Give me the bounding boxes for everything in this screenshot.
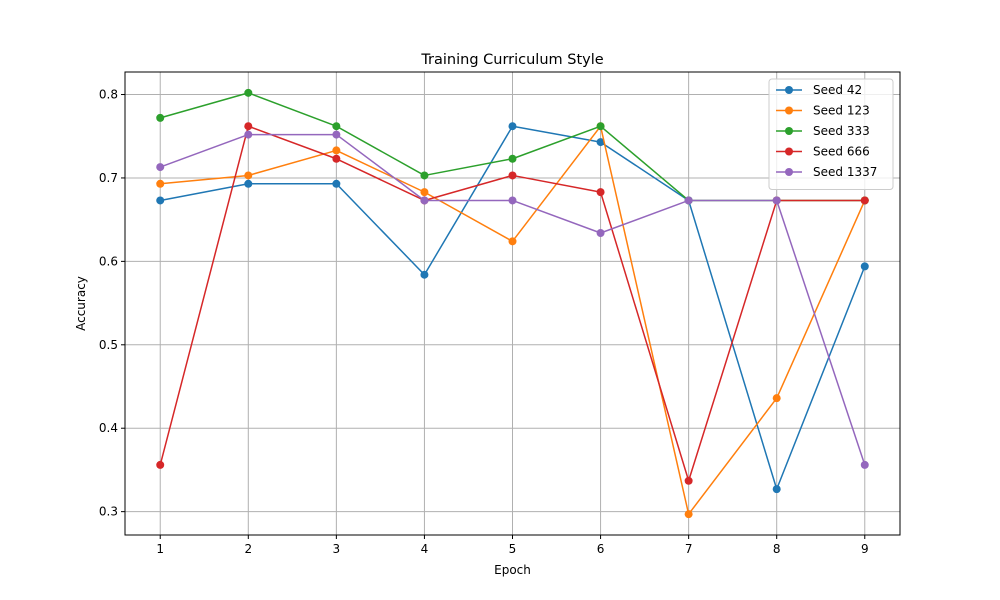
data-point-seed-1337 [332, 130, 341, 139]
data-point-seed-42 [772, 485, 781, 494]
data-point-seed-123 [332, 146, 341, 155]
data-point-seed-333 [508, 154, 517, 163]
x-tick-label: 4 [421, 542, 429, 556]
data-point-seed-42 [596, 138, 605, 147]
legend-marker [785, 106, 793, 115]
x-axis-label: Epoch [494, 563, 531, 577]
data-point-seed-42 [244, 179, 253, 188]
x-tick-label: 2 [244, 542, 252, 556]
data-point-seed-666 [508, 171, 517, 180]
data-point-seed-1337 [508, 196, 517, 205]
legend-marker [785, 86, 793, 94]
y-tick-label: 0.8 [99, 88, 118, 102]
data-point-seed-1337 [156, 163, 165, 172]
data-point-seed-42 [508, 122, 517, 131]
y-tick-label: 0.7 [99, 171, 118, 185]
legend-label: Seed 123 [813, 104, 870, 118]
data-point-seed-333 [156, 113, 165, 122]
series-seed-123 [156, 122, 869, 519]
series-seed-42 [156, 122, 869, 494]
data-point-seed-42 [332, 179, 341, 188]
series-layer [156, 88, 869, 519]
x-tick-label: 5 [509, 542, 517, 556]
data-point-seed-666 [244, 122, 253, 131]
data-point-seed-123 [156, 179, 165, 188]
data-point-seed-1337 [596, 229, 605, 238]
y-tick-label: 0.4 [99, 421, 118, 435]
legend-label: Seed 1337 [813, 165, 877, 179]
legend-marker [785, 147, 793, 156]
legend-label: Seed 333 [813, 124, 870, 138]
x-tick-label: 8 [773, 542, 781, 556]
data-point-seed-42 [420, 270, 429, 279]
legend-marker [785, 127, 793, 135]
y-tick-label: 0.5 [99, 338, 118, 352]
data-point-seed-666 [156, 460, 165, 469]
chart-title: Training Curriculum Style [420, 52, 603, 68]
x-axis: 1 2 3 4 5 6 7 8 9 [156, 535, 869, 556]
data-point-seed-123 [684, 510, 693, 519]
x-tick-label: 3 [333, 542, 341, 556]
data-point-seed-1337 [860, 460, 869, 469]
data-point-seed-666 [684, 476, 693, 485]
legend-marker [785, 168, 793, 176]
y-tick-label: 0.6 [99, 254, 118, 268]
data-point-seed-123 [772, 394, 781, 403]
x-tick-label: 9 [861, 542, 869, 556]
y-axis-label: Accuracy [74, 276, 88, 331]
legend-box [768, 78, 894, 190]
data-point-seed-333 [244, 88, 253, 97]
data-point-seed-666 [596, 188, 605, 197]
legend-label: Seed 666 [813, 145, 870, 159]
data-point-seed-333 [332, 122, 341, 131]
data-point-seed-1337 [772, 196, 781, 205]
data-point-seed-123 [508, 237, 517, 246]
data-point-seed-42 [156, 196, 165, 205]
series-seed-1337 [156, 130, 869, 469]
data-point-seed-333 [596, 122, 605, 131]
legend-label: Seed 42 [813, 83, 862, 97]
x-tick-label: 1 [156, 542, 164, 556]
x-tick-label: 6 [597, 542, 605, 556]
data-point-seed-666 [860, 196, 869, 205]
data-point-seed-123 [420, 188, 429, 197]
data-point-seed-42 [860, 262, 869, 271]
x-tick-label: 7 [685, 542, 693, 556]
data-point-seed-123 [244, 171, 253, 180]
y-axis: 0.3 0.4 0.5 0.6 0.7 0.8 [99, 88, 125, 519]
legend: Seed 42 Seed 123 Seed 333 Seed 666 Seed 1337 [768, 78, 894, 190]
data-point-seed-1337 [684, 196, 693, 205]
data-point-seed-333 [420, 171, 429, 180]
data-point-seed-1337 [420, 196, 429, 205]
y-tick-label: 0.3 [99, 505, 118, 519]
data-point-seed-666 [332, 154, 341, 163]
data-point-seed-1337 [244, 130, 253, 139]
